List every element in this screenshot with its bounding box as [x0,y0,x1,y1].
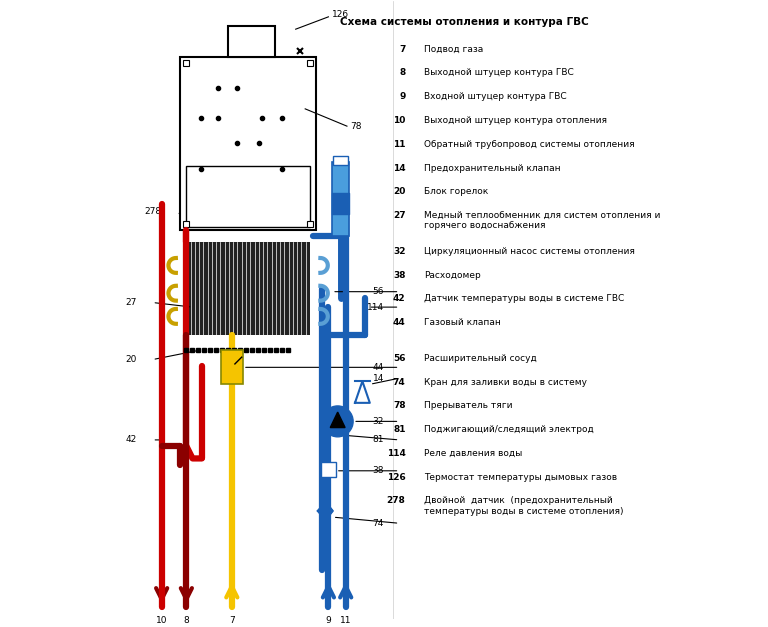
Text: 81: 81 [372,435,384,445]
Text: 74: 74 [393,377,406,386]
Text: Кран для заливки воды в систему: Кран для заливки воды в систему [424,377,588,386]
Text: 44: 44 [372,363,384,372]
Text: 44: 44 [393,318,406,327]
Text: Реле давления воды: Реле давления воды [424,449,522,458]
Text: 74: 74 [372,519,384,528]
Text: Поджигающий/следящий электрод: Поджигающий/следящий электрод [424,425,594,434]
Text: 7: 7 [399,45,406,54]
Text: Расширительный сосуд: Расширительный сосуд [424,354,537,363]
Text: 42: 42 [126,435,137,445]
Text: 126: 126 [387,473,406,482]
Text: 27: 27 [393,211,406,220]
Bar [187,242,310,335]
Bar [187,166,310,227]
Bar [306,60,313,66]
Text: 20: 20 [393,187,406,196]
Text: 278: 278 [144,207,161,216]
Text: Выходной штуцер контура отопления: Выходной штуцер контура отопления [424,116,607,125]
Text: Обратный трубопровод системы отопления: Обратный трубопровод системы отопления [424,140,635,149]
Text: 9: 9 [399,92,406,101]
Text: Схема системы отопления и контура ГВС: Схема системы отопления и контура ГВС [340,17,588,27]
Text: 38: 38 [393,270,406,280]
Bar [184,221,190,227]
Text: 78: 78 [350,122,362,130]
Text: Термостат температуры дымовых газов: Термостат температуры дымовых газов [424,473,617,482]
Text: 38: 38 [372,466,384,475]
Text: Медный теплообменник для систем отопления и
горячего водоснабжения: Медный теплообменник для систем отоплени… [424,211,660,231]
Text: 81: 81 [393,425,406,434]
Text: 11: 11 [340,616,352,625]
Bar [180,57,316,230]
Text: 114: 114 [387,449,406,458]
Bar [333,155,348,165]
Polygon shape [318,502,333,520]
Text: 56: 56 [372,287,384,296]
Text: 27: 27 [126,298,137,307]
Text: Газовый клапан: Газовый клапан [424,318,501,327]
Text: Входной штуцер контура ГВС: Входной штуцер контура ГВС [424,92,567,101]
Text: 9: 9 [326,616,331,625]
Text: Датчик температуры воды в системе ГВС: Датчик температуры воды в системе ГВС [424,294,624,303]
Text: Циркуляционный насос системы отопления: Циркуляционный насос системы отопления [424,247,635,256]
Text: 278: 278 [387,497,406,505]
Text: 7: 7 [229,616,235,625]
Bar [184,60,190,66]
Text: Выходной штуцер контура ГВС: Выходной штуцер контура ГВС [424,68,574,77]
Text: 11: 11 [393,140,406,149]
Polygon shape [330,412,345,428]
Text: Блок горелок: Блок горелок [424,187,488,196]
Text: Подвод газа: Подвод газа [424,45,483,54]
Text: Предохранительный клапан: Предохранительный клапан [424,164,561,172]
Text: 126: 126 [332,11,349,19]
Text: 32: 32 [393,247,406,256]
Text: 32: 32 [372,417,384,426]
Text: 8: 8 [184,616,189,625]
Bar [332,162,349,236]
Circle shape [323,406,353,437]
Text: Двойной  датчик  (предохранительный
температуры воды в системе отопления): Двойной датчик (предохранительный темпер… [424,497,624,516]
Text: 114: 114 [367,303,384,312]
Text: 20: 20 [126,355,137,364]
Text: Прерыватель тяги: Прерыватель тяги [424,401,513,410]
Bar [228,26,275,57]
Text: 78: 78 [393,401,406,410]
Text: 56: 56 [393,354,406,363]
Text: 10: 10 [393,116,406,125]
Text: 8: 8 [399,68,406,77]
Bar [306,221,313,227]
Text: 10: 10 [156,616,167,625]
Text: 14: 14 [393,164,406,172]
Text: Расходомер: Расходомер [424,270,481,280]
Bar [220,350,243,384]
Text: 14: 14 [372,374,384,382]
Text: 42: 42 [393,294,406,303]
Bar [321,461,336,477]
